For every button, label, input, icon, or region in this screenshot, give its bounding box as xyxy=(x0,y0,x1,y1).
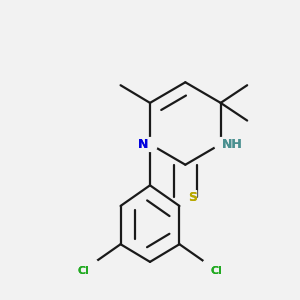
Text: Cl: Cl xyxy=(211,266,223,276)
Text: Cl: Cl xyxy=(77,266,89,276)
Text: N: N xyxy=(138,138,148,151)
Text: Cl: Cl xyxy=(77,266,89,276)
Text: NH: NH xyxy=(222,138,243,151)
Text: Cl: Cl xyxy=(211,266,223,276)
Text: S: S xyxy=(188,190,197,204)
Text: NH: NH xyxy=(222,138,243,151)
Text: N: N xyxy=(138,138,148,151)
Text: S: S xyxy=(188,190,197,204)
